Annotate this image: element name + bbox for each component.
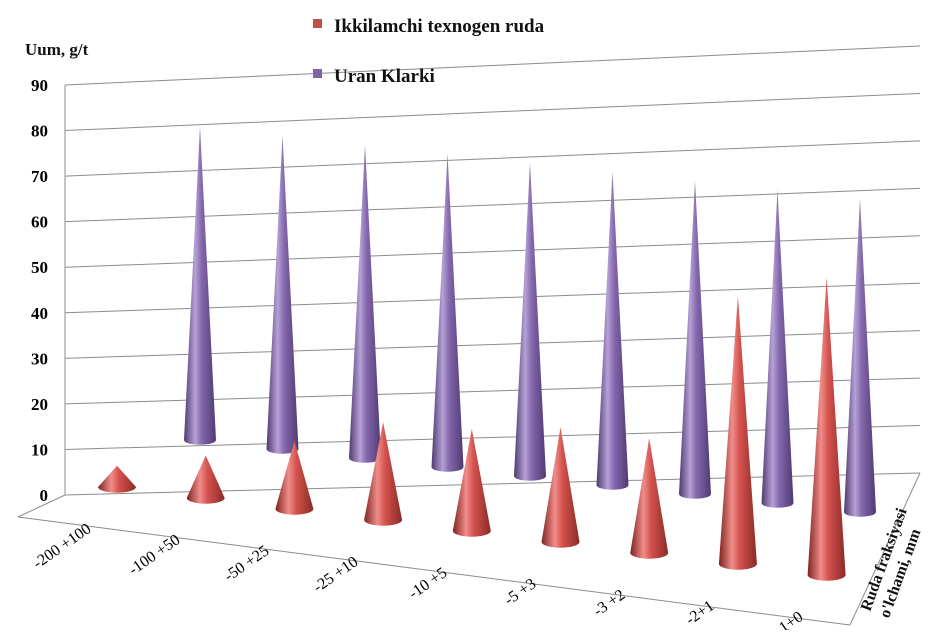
- y-tick-label: 70: [31, 167, 48, 186]
- y-tick-label: 0: [40, 486, 49, 505]
- x-tick-label: -2+1: [683, 597, 718, 628]
- cone-uran-klarki: [679, 180, 711, 499]
- legend-label-uran: Uran Klarki: [334, 66, 435, 87]
- cone-uran-klarki: [431, 153, 464, 472]
- y-tick-label: 50: [31, 258, 48, 277]
- x-tick-label: -1+0: [772, 608, 807, 630]
- cone-uran-klarki: [514, 162, 546, 481]
- cone-ikkilamchi: [98, 465, 136, 493]
- cone-ikkilamchi: [364, 422, 403, 526]
- grid-layer: [17, 45, 921, 626]
- legend-swatch-uran: [313, 69, 322, 78]
- gridline: [64, 92, 921, 132]
- floor-left-edge: [17, 494, 66, 518]
- floor-front-edge: [17, 516, 851, 626]
- y-axis-title: Uum, g/t: [25, 40, 89, 59]
- x-tick-label: -25 +10: [310, 553, 361, 596]
- cone-ikkilamchi: [275, 440, 314, 515]
- legend-label-ikkilamchi: Ikkilamchi texnogen ruda: [334, 16, 545, 37]
- legend: Ikkilamchi texnogen ruda Uran Klarki: [313, 16, 545, 87]
- y-tick-label: 10: [31, 440, 48, 459]
- y-tick-label: 30: [31, 349, 48, 368]
- x-tick-label: -3 +2: [590, 586, 628, 620]
- x-tick-label: -50 +25: [221, 542, 272, 585]
- floor-right-edge: [849, 472, 921, 626]
- cone-ikkilamchi: [541, 427, 580, 548]
- gridline: [64, 187, 921, 223]
- cone-ikkilamchi: [718, 295, 757, 570]
- gridline: [64, 140, 921, 177]
- y-tick-label: 90: [31, 76, 48, 95]
- cone-ikkilamchi: [186, 455, 225, 504]
- gridline: [64, 45, 921, 86]
- cone-ikkilamchi: [630, 438, 669, 559]
- cone-ikkilamchi: [452, 428, 491, 537]
- cones-layer: [98, 126, 876, 581]
- x-tick-label: -100 +50: [126, 531, 184, 578]
- y-tick-label: 20: [31, 395, 48, 414]
- cone-ikkilamchi: [807, 277, 846, 581]
- y-tick-label: 80: [31, 122, 48, 141]
- cone-uran-klarki: [596, 171, 629, 490]
- x-tick-label: -200 +100: [30, 520, 94, 572]
- cone-uran-klarki: [184, 126, 216, 445]
- cone-uran-klarki: [266, 135, 299, 454]
- cone-uran-klarki: [844, 198, 876, 517]
- depth-axis-title: Ruda fraksiyasi o'lchami, mm: [858, 506, 925, 621]
- y-tick-label: 40: [31, 304, 48, 323]
- y-tick-label: 60: [31, 213, 48, 232]
- cone-uran-klarki: [349, 144, 381, 463]
- cone-uran-klarki: [761, 189, 794, 508]
- legend-swatch-ikkilamchi: [313, 19, 322, 28]
